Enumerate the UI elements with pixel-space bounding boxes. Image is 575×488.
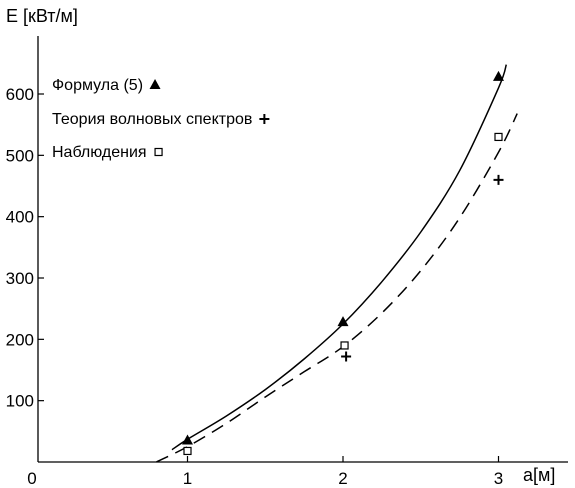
ticks: 100 200 300 400 500 600 1 2 3 — [6, 85, 504, 488]
x-tick-label: 3 — [494, 469, 503, 488]
y-tick-label: 200 — [6, 330, 34, 349]
legend-square-marker — [154, 147, 163, 157]
legend-label: Формула (5) — [52, 77, 143, 94]
y-tick-label: 500 — [6, 146, 34, 165]
axes — [37, 36, 568, 463]
legend-label: Наблюдения — [52, 144, 147, 161]
plus-marker — [493, 174, 504, 185]
data-markers — [182, 70, 504, 456]
square-marker — [183, 446, 192, 456]
square-marker — [494, 132, 503, 142]
legend-label: Теория волновых спектров — [52, 111, 252, 128]
x-tick-label: 2 — [338, 469, 347, 488]
y-tick-label: 400 — [6, 208, 34, 227]
x-axis-title: a[м] — [523, 465, 555, 485]
origin-label: 0 — [27, 469, 36, 488]
x-tick-label: 1 — [183, 469, 192, 488]
y-tick-label: 100 — [6, 392, 34, 411]
y-axis-title: E [кВт/м] — [6, 6, 78, 26]
y-tick-label: 600 — [6, 85, 34, 104]
plus-marker — [341, 351, 352, 362]
legend-plus-marker — [259, 114, 270, 124]
triangle-marker — [182, 434, 193, 445]
legend-triangle-marker — [149, 79, 161, 89]
dashed-curve — [156, 113, 518, 463]
legend: Формула (5) Теория волновых спектров Наблю… — [52, 77, 270, 161]
triangle-marker — [493, 70, 504, 81]
square-marker — [340, 341, 349, 350]
triangle-marker — [337, 316, 349, 327]
y-tick-label: 300 — [6, 269, 34, 288]
